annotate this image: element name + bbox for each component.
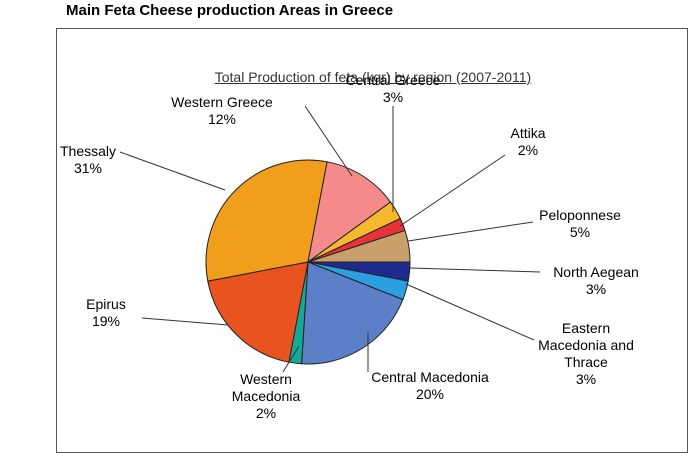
slice-label: North Aegean 3% (553, 264, 639, 298)
leader-line (141, 317, 229, 326)
slice-name: Peloponnese (539, 207, 621, 223)
pie-slice (307, 229, 411, 263)
slice-name: Attika (510, 125, 546, 141)
slice-label: Eastern Macedonia and Thrace 3% (531, 320, 641, 388)
pie-slice (207, 261, 309, 363)
page-heading: Main Feta Cheese production Areas in Gre… (66, 2, 394, 19)
slice-name: Thessaly (59, 143, 117, 159)
slice-label: Attika 2% (510, 125, 545, 159)
leader-line (405, 283, 535, 341)
slice-name: Western Macedonia (231, 371, 301, 404)
slice-label: Peloponnese 5% (539, 207, 621, 241)
slice-label: Western Greece 12% (171, 94, 273, 128)
slice-label: Central Macedonia 20% (371, 369, 489, 403)
chart-frame: Total Production of feta (kgr) by region… (56, 28, 688, 453)
slice-percent: 3% (585, 281, 607, 297)
slice-percent: 2% (255, 405, 277, 421)
slice-percent: 19% (91, 313, 121, 329)
slice-percent: 31% (73, 160, 103, 176)
slice-percent: 3% (575, 371, 597, 387)
slice-name: Central Macedonia (371, 369, 489, 385)
slice-percent: 5% (569, 224, 591, 240)
slice-label: Western Macedonia 2% (219, 371, 314, 422)
pie-slice (205, 159, 328, 282)
chart-title: Total Production of feta (kgr) by region… (214, 69, 532, 85)
leader-line (407, 221, 534, 242)
leader-line (304, 105, 353, 177)
pie-slice (307, 161, 392, 264)
leader-line (282, 345, 300, 373)
slice-percent: 12% (207, 111, 237, 127)
slice-percent: 20% (415, 386, 445, 402)
slice-label: Thessaly 31% (60, 143, 116, 177)
slice-label: Central Greece 3% (346, 72, 441, 106)
leader-line (409, 267, 541, 273)
slice-percent: 3% (382, 89, 404, 105)
leader-line (399, 154, 506, 227)
slice-name: Epirus (86, 296, 126, 312)
leader-line (119, 151, 226, 191)
slice-name: Western Greece (171, 94, 273, 110)
pie-slice (301, 261, 404, 365)
slice-name: Eastern Macedonia and Thrace (538, 320, 634, 370)
slice-percent: 2% (517, 142, 539, 158)
slice-name: North Aegean (553, 264, 639, 280)
slice-label: Epirus 19% (86, 296, 126, 330)
slice-name: Central Greece (345, 72, 441, 88)
